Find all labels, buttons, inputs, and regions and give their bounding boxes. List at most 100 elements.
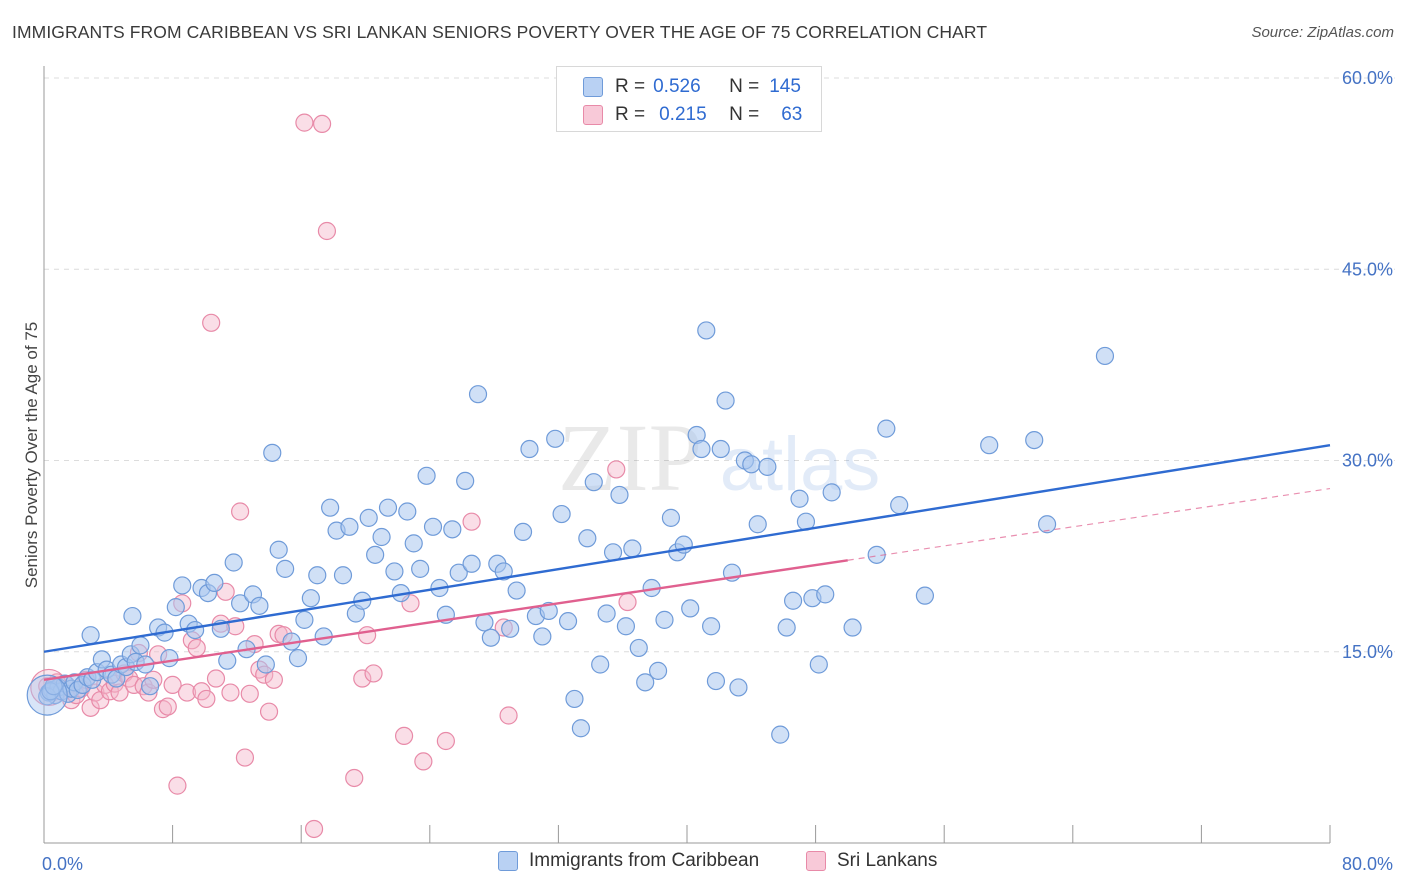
axes <box>43 66 1331 844</box>
caribbean-point <box>771 725 790 744</box>
legend-n-value: 145 <box>769 76 801 97</box>
sri-lankans-point <box>317 221 337 241</box>
sri-lankans-point <box>345 768 364 788</box>
caribbean-point <box>610 485 629 505</box>
caribbean-point <box>250 596 269 615</box>
caribbean-points <box>26 321 1115 744</box>
caribbean-point <box>697 321 716 340</box>
caribbean-point <box>584 473 603 492</box>
sri-lankans-point <box>259 702 279 721</box>
sri-lankans-point <box>163 675 182 695</box>
caribbean-point <box>366 545 385 564</box>
legend-label-sri-lankans: Sri Lankans <box>837 850 938 871</box>
caribbean-point <box>231 594 250 613</box>
caribbean-point <box>702 617 721 636</box>
caribbean-point <box>748 515 767 534</box>
caribbean-point <box>552 504 571 524</box>
caribbean-point <box>915 586 935 605</box>
stats-legend: R = 0.526 N = 145 R = 0.215 N = 63 <box>556 66 822 132</box>
watermark: ZIP atlas <box>558 404 880 511</box>
sri-lankans-trend-extension <box>847 487 1331 561</box>
caribbean-point <box>533 627 552 646</box>
caribbean-point <box>295 610 314 629</box>
caribbean-point <box>411 559 430 578</box>
sri-lankans-point <box>436 731 455 751</box>
x-tick-label: 80.0% <box>1342 854 1393 874</box>
sri-lankans-point <box>607 460 626 479</box>
caribbean-point <box>783 591 803 610</box>
legend-r-label: R = <box>615 104 646 125</box>
caribbean-point <box>729 678 748 697</box>
sri-lankans-point <box>295 113 314 132</box>
caribbean-point <box>591 655 610 674</box>
caribbean-point <box>321 498 340 517</box>
legend-n-label: N = <box>729 76 760 97</box>
caribbean-point <box>288 649 308 668</box>
caribbean-point <box>790 489 809 508</box>
caribbean-point <box>449 563 468 582</box>
caribbean-point <box>558 612 578 631</box>
caribbean-point <box>843 618 862 637</box>
caribbean-point <box>616 617 636 636</box>
trend-lines <box>43 444 1331 681</box>
caribbean-point <box>140 677 160 696</box>
sri-lankans-point <box>153 700 173 719</box>
caribbean-point <box>205 573 224 593</box>
sri-lankans-point <box>202 313 221 332</box>
sri-lankans-point <box>231 502 250 521</box>
y-axis-title: Seniors Poverty Over the Age of 75 <box>22 322 41 588</box>
caribbean-point <box>571 719 591 738</box>
legend-r-label: R = <box>615 76 646 97</box>
sri-lankans-point <box>499 706 518 725</box>
caribbean-point <box>822 483 841 502</box>
y-tick-label: 60.0% <box>1342 68 1393 88</box>
legend-item-caribbean: Immigrants from Caribbean <box>498 850 759 872</box>
caribbean-point <box>777 618 796 637</box>
sri-lankans-point <box>158 697 177 716</box>
caribbean-point <box>123 606 142 626</box>
caribbean-point <box>507 581 526 600</box>
sri-lankans-point <box>221 683 240 702</box>
caribbean-point <box>597 604 616 623</box>
caribbean-point <box>890 496 909 515</box>
caribbean-point <box>716 391 735 410</box>
caribbean-point <box>681 599 700 618</box>
sri-lankans-point <box>235 748 255 767</box>
caribbean-point <box>809 655 828 674</box>
sri-lankans-point <box>394 726 414 746</box>
sri-lankans-point <box>197 689 216 709</box>
caribbean-point <box>224 553 243 572</box>
sri-lankans-point <box>304 819 324 839</box>
legend-n-label: N = <box>729 104 760 125</box>
legend-r-value: 0.526 <box>653 76 701 97</box>
caribbean-point <box>742 455 761 474</box>
y-tick-labels: 15.0% 30.0% 45.0% 60.0% <box>1342 68 1393 662</box>
y-tick-label: 45.0% <box>1342 259 1393 279</box>
source-label: Source: ZipAtlas.com <box>1251 24 1394 41</box>
caribbean-point <box>263 443 282 462</box>
caribbean-point <box>308 566 327 585</box>
caribbean-point <box>655 610 674 629</box>
caribbean-point <box>629 638 648 658</box>
caribbean-point <box>131 636 150 655</box>
caribbean-point <box>1095 346 1115 366</box>
y-tick-label: 15.0% <box>1342 642 1393 662</box>
legend-n-value: 63 <box>781 104 803 125</box>
caribbean-point <box>404 534 423 553</box>
caribbean-point <box>160 649 179 668</box>
caribbean-point <box>398 502 417 521</box>
legend-swatch-pink <box>806 851 826 871</box>
sri-lankans-point <box>462 512 481 531</box>
caribbean-point <box>475 613 494 632</box>
y-tick-label: 30.0% <box>1342 451 1393 471</box>
sri-lankans-point <box>414 752 433 771</box>
caribbean-point <box>173 576 192 595</box>
sri-lankans-point <box>353 669 372 688</box>
caribbean-point <box>276 559 295 578</box>
caribbean-point <box>359 508 378 527</box>
sri-lankans-point <box>312 114 332 134</box>
sri-lankans-point <box>358 626 377 645</box>
caribbean-point <box>706 671 726 691</box>
caribbean-point <box>648 661 668 680</box>
